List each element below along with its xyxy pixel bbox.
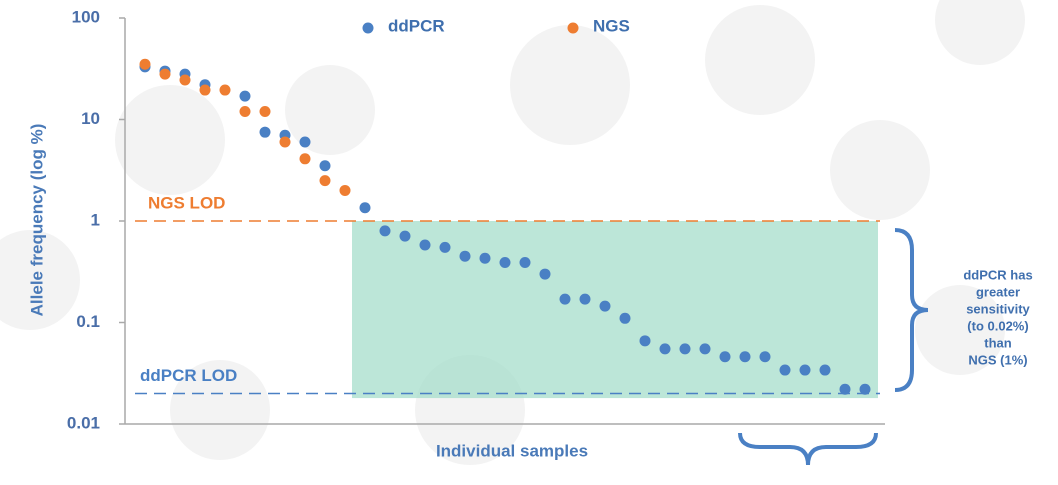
legend-label: NGS xyxy=(593,16,630,35)
data-point xyxy=(260,127,271,138)
right-brace xyxy=(895,230,928,390)
data-point xyxy=(660,343,671,354)
data-point xyxy=(240,91,251,102)
data-point xyxy=(320,175,331,186)
data-point xyxy=(180,74,191,85)
data-point xyxy=(600,301,611,312)
data-point xyxy=(860,384,871,395)
data-point xyxy=(620,313,631,324)
data-point xyxy=(800,365,811,376)
data-point xyxy=(400,231,411,242)
data-point xyxy=(640,335,651,346)
data-point xyxy=(460,251,471,262)
data-point xyxy=(540,269,551,280)
reference-label: NGS LOD xyxy=(148,193,225,212)
y-tick-label: 10 xyxy=(81,109,100,128)
data-point xyxy=(560,294,571,305)
y-tick-label: 1 xyxy=(91,210,100,229)
reference-label: ddPCR LOD xyxy=(140,366,237,385)
data-point xyxy=(780,365,791,376)
data-point xyxy=(820,365,831,376)
data-point xyxy=(220,85,231,96)
data-point xyxy=(340,185,351,196)
data-point xyxy=(240,106,251,117)
y-tick-label: 0.01 xyxy=(67,413,100,432)
data-point xyxy=(300,153,311,164)
annotation: greater xyxy=(976,284,1020,299)
data-point xyxy=(580,294,591,305)
legend-marker xyxy=(568,23,579,34)
annotation: sensitivity xyxy=(966,301,1030,316)
data-point xyxy=(760,351,771,362)
data-point xyxy=(260,106,271,117)
data-point xyxy=(160,69,171,80)
data-point xyxy=(720,351,731,362)
annotation: (to 0.02%) xyxy=(967,318,1028,333)
data-point xyxy=(140,59,151,70)
data-point xyxy=(500,257,511,268)
data-point xyxy=(840,384,851,395)
data-point xyxy=(700,343,711,354)
data-point xyxy=(200,85,211,96)
chart: Allele frequency (log %) Individual samp… xyxy=(0,0,1058,485)
page: {"chart_data": { "type": "scatter", "y_l… xyxy=(0,0,1058,485)
legend-label: ddPCR xyxy=(388,16,445,35)
annotation: NGS (1%) xyxy=(968,352,1027,367)
annotation: than xyxy=(984,335,1012,350)
data-point xyxy=(480,253,491,264)
data-point xyxy=(320,160,331,171)
data-point xyxy=(740,351,751,362)
x-axis-label: Individual samples xyxy=(436,441,588,460)
data-point xyxy=(520,257,531,268)
y-axis-label: Allele frequency (log %) xyxy=(27,124,46,317)
data-point xyxy=(440,242,451,253)
data-point xyxy=(300,137,311,148)
legend-marker xyxy=(363,23,374,34)
data-point xyxy=(360,202,371,213)
data-point xyxy=(420,240,431,251)
bottom-brace xyxy=(740,433,876,465)
shaded-region xyxy=(352,221,878,398)
data-point xyxy=(280,137,291,148)
y-tick-label: 0.1 xyxy=(76,312,100,331)
y-tick-label: 100 xyxy=(72,7,100,26)
data-point xyxy=(680,343,691,354)
data-point xyxy=(380,225,391,236)
annotation: ddPCR has xyxy=(963,267,1032,282)
